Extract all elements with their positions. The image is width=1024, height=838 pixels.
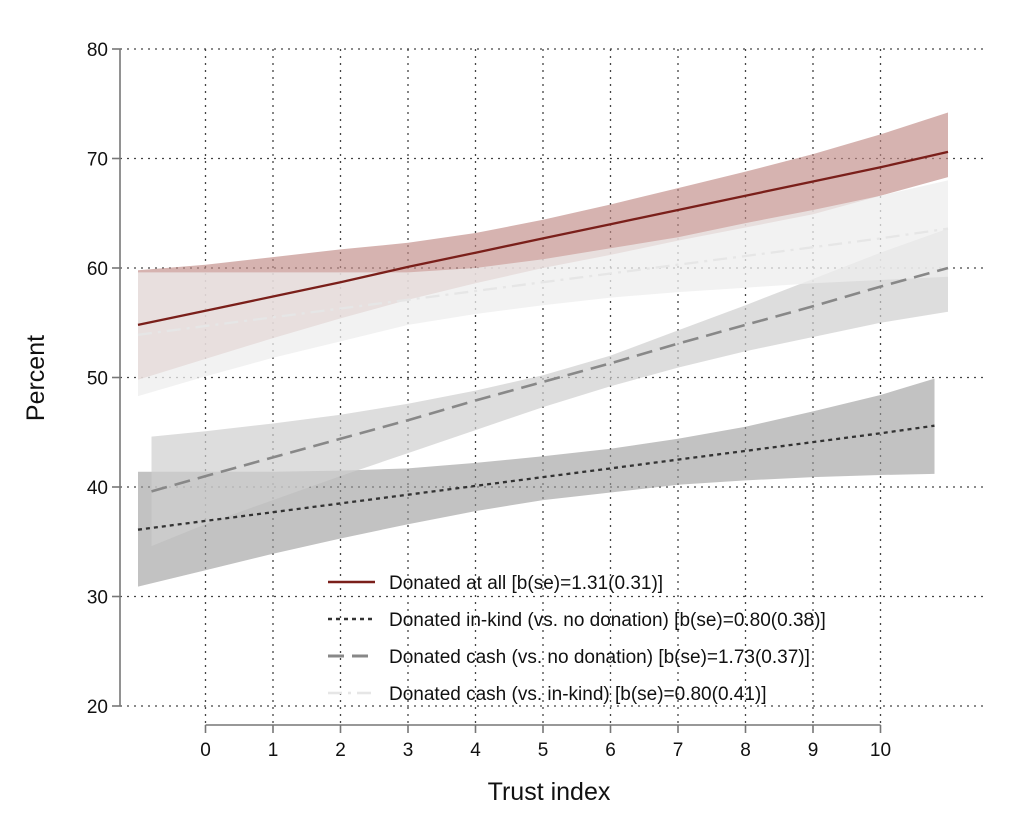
confidence-band-2 bbox=[138, 378, 935, 587]
legend-label-2: Donated in-kind (vs. no donation) [b(se)… bbox=[389, 610, 826, 631]
x-tick-label-6: 6 bbox=[605, 740, 616, 761]
x-axis-title: Trust index bbox=[488, 778, 611, 806]
confidence-band-3 bbox=[151, 228, 948, 547]
confidence-bands bbox=[138, 112, 948, 587]
x-tick-label-8: 8 bbox=[740, 740, 751, 761]
legend: Donated at all [b(se)=1.31(0.31)] Donated… bbox=[328, 573, 826, 705]
x-tick-label-7: 7 bbox=[673, 740, 684, 761]
series-line-3 bbox=[151, 266, 949, 493]
tick-labels: 20 30 40 50 60 70 80 0 1 2 3 4 5 6 7 8 9 10 bbox=[87, 40, 891, 761]
y-tick-label-20: 20 bbox=[87, 697, 108, 718]
series-line-4 bbox=[137, 227, 949, 336]
x-tick-label-2: 2 bbox=[335, 740, 346, 761]
x-tick-label-1: 1 bbox=[268, 740, 279, 761]
series-line-1 bbox=[137, 150, 949, 327]
x-tick-label-9: 9 bbox=[808, 740, 819, 761]
series-lines bbox=[137, 150, 949, 531]
x-tick-label-3: 3 bbox=[403, 740, 414, 761]
x-tick-label-10: 10 bbox=[870, 740, 891, 761]
legend-label-3: Donated cash (vs. no donation) [b(se)=1.… bbox=[389, 647, 810, 668]
x-tick-label-0: 0 bbox=[200, 740, 211, 761]
confidence-band-4 bbox=[138, 180, 948, 397]
axes bbox=[112, 48, 882, 733]
y-tick-label-80: 80 bbox=[87, 40, 108, 61]
y-tick-label-70: 70 bbox=[87, 150, 108, 171]
y-tick-label-40: 40 bbox=[87, 478, 108, 499]
series-line-2 bbox=[137, 424, 935, 531]
y-tick-label-30: 30 bbox=[87, 588, 108, 609]
legend-label-4: Donated cash (vs. in-kind) [b(se)=0.80(0… bbox=[389, 684, 767, 705]
x-tick-label-5: 5 bbox=[538, 740, 549, 761]
x-tick-label-4: 4 bbox=[470, 740, 481, 761]
y-tick-label-60: 60 bbox=[87, 259, 108, 280]
y-axis-title: Percent bbox=[22, 335, 50, 421]
legend-label-1: Donated at all [b(se)=1.31(0.31)] bbox=[389, 573, 663, 594]
y-tick-label-50: 50 bbox=[87, 369, 108, 390]
